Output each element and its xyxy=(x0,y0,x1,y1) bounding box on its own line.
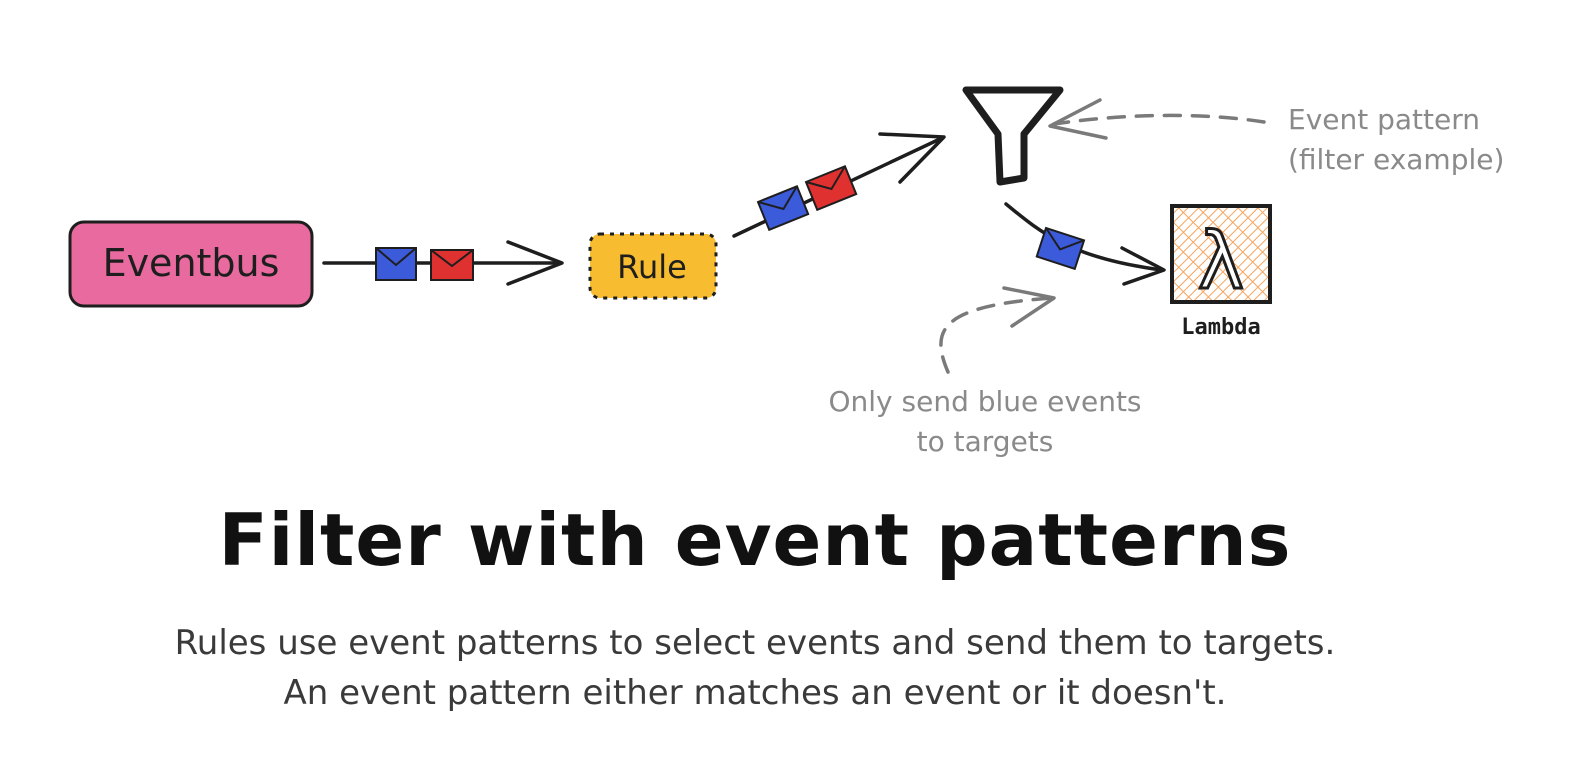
blue-events-note: Only send blue events to targets xyxy=(800,382,1170,462)
lambda-label: Lambda xyxy=(1181,315,1260,340)
blue-event-envelope xyxy=(375,247,417,281)
blue-events-note-line2: to targets xyxy=(916,425,1054,458)
rule-label: Rule xyxy=(617,248,687,286)
filter-funnel-icon xyxy=(962,86,1064,186)
lambda-icon: λ xyxy=(1198,217,1244,307)
subtitle-line2: An event pattern either matches an event… xyxy=(283,673,1227,713)
rule-node[interactable]: Rule xyxy=(588,232,718,300)
dashed-arrow-filter-note xyxy=(1048,98,1266,140)
red-event-envelope xyxy=(804,164,858,212)
subtitle-line1: Rules use event patterns to select event… xyxy=(174,623,1336,663)
arrow-filter-to-lambda xyxy=(1004,202,1166,286)
red-event-envelope xyxy=(430,249,474,281)
blue-event-envelope xyxy=(1035,226,1086,271)
eventbus-node[interactable]: Eventbus xyxy=(68,220,314,308)
page-subtitle: Rules use event patterns to select event… xyxy=(0,618,1540,718)
blue-event-envelope xyxy=(756,184,810,232)
event-pattern-note-line2: (filter example) xyxy=(1288,143,1505,176)
blue-events-note-line1: Only send blue events xyxy=(828,385,1142,418)
dashed-arrow-blue-note xyxy=(939,286,1056,374)
event-pattern-note-line1: Event pattern xyxy=(1288,103,1480,136)
lambda-node[interactable]: λ Lambda xyxy=(1170,204,1272,340)
page-title: Filter with event patterns xyxy=(218,498,1292,582)
eventbus-label: Eventbus xyxy=(103,241,280,285)
event-pattern-note: Event pattern (filter example) xyxy=(1288,100,1504,180)
